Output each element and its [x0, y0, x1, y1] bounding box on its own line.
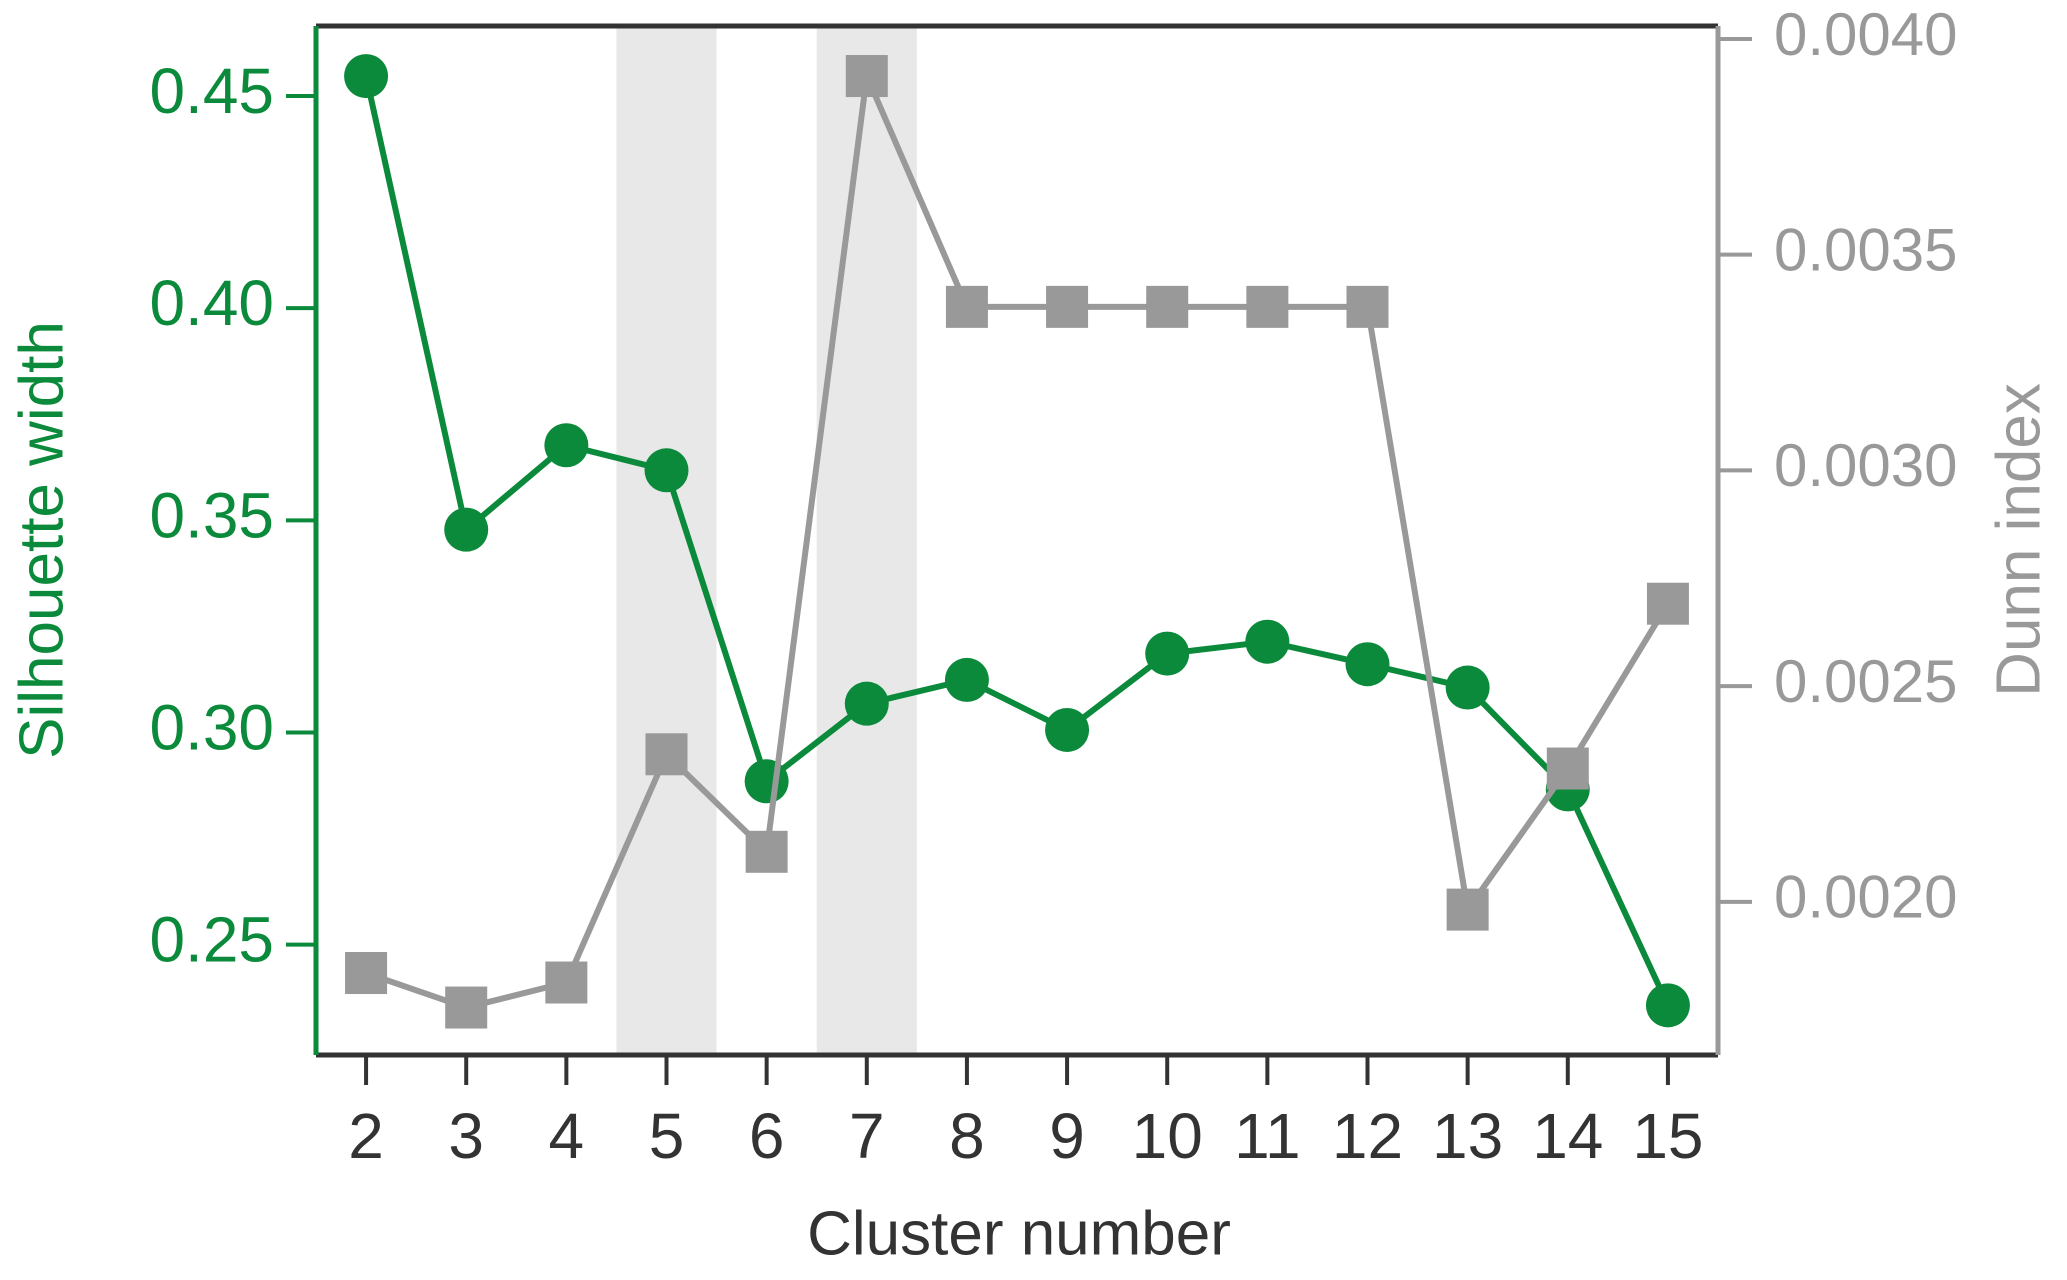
marker [645, 733, 688, 776]
marker [844, 681, 889, 726]
y-tick-label: 0.40 [149, 267, 274, 339]
marker [1346, 285, 1389, 328]
x-tick-label: 13 [1432, 1100, 1503, 1172]
y-tick-label: 0.35 [149, 479, 274, 551]
highlight-band [816, 26, 917, 1055]
marker [1145, 631, 1190, 676]
marker [1445, 665, 1490, 710]
y2-axis-label: Dunn index [1984, 383, 2053, 697]
marker [1446, 888, 1489, 931]
marker [544, 423, 589, 468]
x-tick-label: 6 [749, 1100, 785, 1172]
marker [1345, 642, 1390, 687]
x-tick-label: 4 [549, 1100, 585, 1172]
x-tick-label: 12 [1332, 1100, 1403, 1172]
marker [1645, 983, 1690, 1028]
marker [845, 55, 888, 98]
x-tick-label: 8 [949, 1100, 985, 1172]
marker [1246, 285, 1289, 328]
marker [1245, 619, 1290, 664]
marker [745, 830, 788, 873]
series-line [363, 75, 1671, 1007]
x-tick-label: 10 [1132, 1100, 1203, 1172]
marker [1146, 285, 1189, 328]
x-tick-label: 11 [1234, 1100, 1300, 1172]
y2-tick-label: 0.0020 [1774, 864, 1958, 931]
y2-tick-label: 0.0040 [1774, 1, 1958, 68]
marker [344, 54, 389, 99]
x-tick-label: 15 [1632, 1100, 1703, 1172]
marker [945, 285, 988, 328]
y-tick-label: 0.30 [149, 691, 274, 763]
marker [1546, 747, 1589, 790]
y-axis-label: Silhouette width [7, 321, 76, 759]
x-tick-label: 9 [1049, 1100, 1085, 1172]
x-tick-label: 7 [849, 1100, 885, 1172]
marker [744, 759, 789, 804]
marker [545, 961, 588, 1004]
marker [644, 448, 689, 493]
series-line [365, 73, 1671, 1011]
x-tick-label: 2 [348, 1100, 384, 1172]
marker [345, 952, 388, 995]
x-tick-label: 14 [1532, 1100, 1603, 1172]
marker [1045, 707, 1090, 752]
x-tick-label: 3 [448, 1100, 484, 1172]
y2-tick-label: 0.0035 [1774, 217, 1958, 284]
marker [1046, 285, 1089, 328]
x-axis-label: Cluster number [807, 1199, 1231, 1268]
highlight-band [616, 26, 717, 1055]
x-tick-label: 5 [649, 1100, 685, 1172]
marker [1646, 582, 1689, 625]
marker [944, 657, 989, 702]
y-tick-label: 0.45 [149, 55, 274, 127]
y-tick-label: 0.25 [149, 904, 274, 976]
y2-tick-label: 0.0030 [1774, 432, 1958, 499]
marker [445, 986, 488, 1029]
y2-tick-label: 0.0025 [1774, 648, 1958, 715]
marker [444, 507, 489, 552]
